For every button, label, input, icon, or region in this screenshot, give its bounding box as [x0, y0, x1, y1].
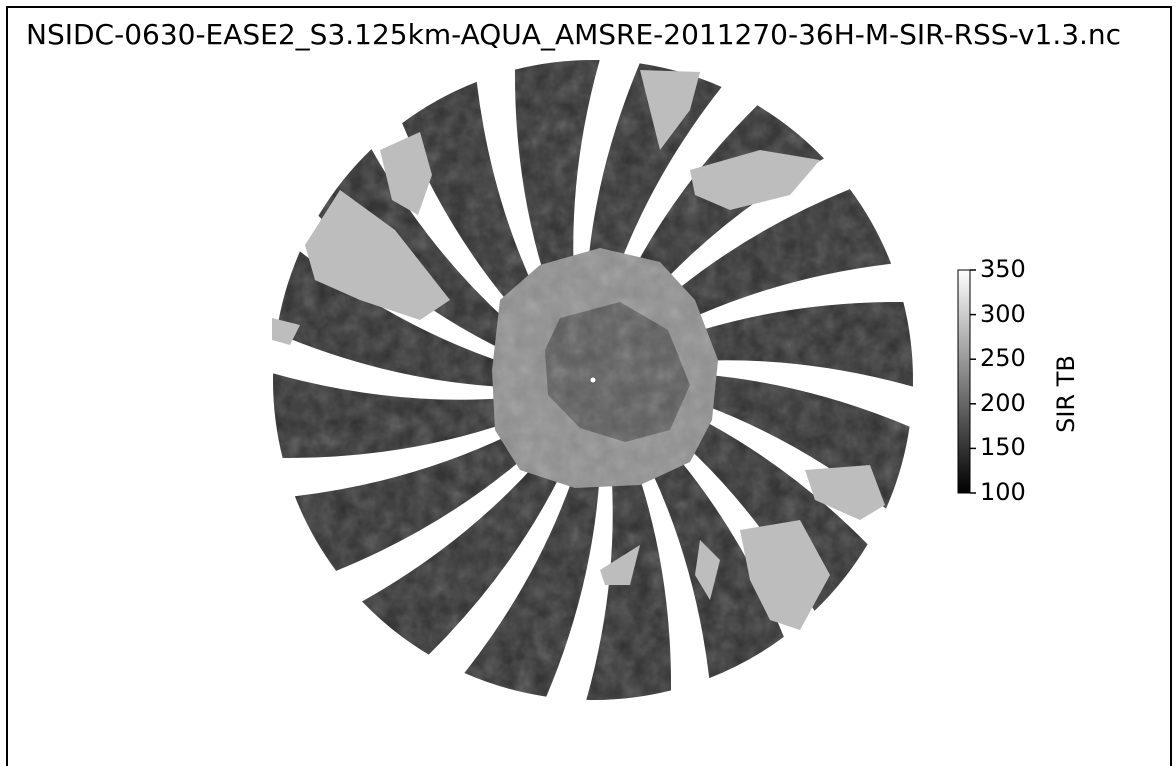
- swath-cloud-texture: [464, 439, 601, 697]
- landmass: [272, 318, 300, 345]
- swath-cloud-texture: [362, 431, 578, 655]
- landmass: [805, 465, 885, 520]
- landmass: [380, 132, 432, 215]
- colorbar-tick-label: 300: [980, 299, 1026, 328]
- landmass: [740, 520, 830, 630]
- antarctica-texture: [492, 248, 718, 488]
- swath-cloud-texture: [402, 81, 557, 344]
- landmass: [695, 540, 720, 600]
- colorbar-label: SIR TB: [1051, 355, 1080, 433]
- swath-cloud-texture: [272, 373, 542, 459]
- antarctica: [492, 248, 718, 488]
- swath-cloud-texture: [318, 149, 542, 365]
- colorbar-gradient: [957, 269, 971, 494]
- colorbar-tick-label: 250: [980, 344, 1026, 373]
- colorbar-tick-label: 150: [980, 433, 1026, 462]
- landmass-group: [272, 70, 885, 630]
- landmass: [305, 190, 450, 320]
- landmass: [640, 70, 700, 150]
- colorbar-tick-label: 200: [980, 388, 1026, 417]
- swath-cloud-texture: [294, 416, 557, 571]
- colorbar-tick-label: 100: [980, 478, 1026, 506]
- figure-title: NSIDC-0630-EASE2_S3.125km-AQUA_AMSRE-201…: [26, 18, 1122, 51]
- landmass: [600, 545, 640, 585]
- colorbar-tick-label: 350: [980, 255, 1026, 283]
- pole-marker: [590, 377, 596, 383]
- swath-cloud-texture: [644, 301, 913, 387]
- colorbar: [957, 269, 976, 494]
- landmass: [690, 150, 820, 210]
- swath-cloud-texture: [514, 60, 600, 329]
